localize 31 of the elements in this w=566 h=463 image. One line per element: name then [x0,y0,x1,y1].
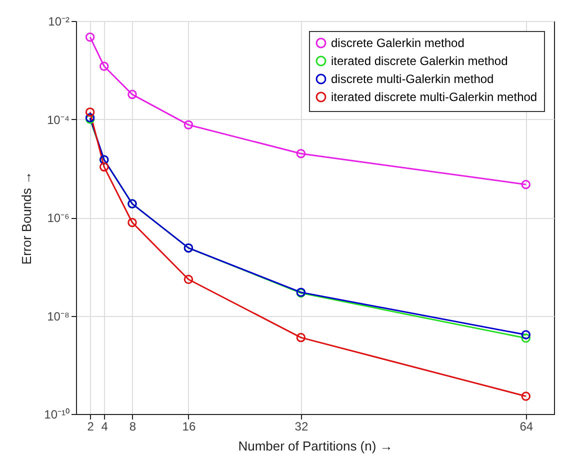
legend-label: discrete multi-Galerkin method [331,72,494,86]
point [128,218,137,228]
point [85,32,95,42]
point [521,330,531,340]
legend-label: iterated discrete multi-Galerkin method [331,90,538,104]
point [184,274,194,284]
y-tick-label: 10⁻¹⁰ [44,408,70,422]
x-tick-label: 32 [294,420,308,434]
point [296,332,306,342]
y-tick-label: 10⁻² [48,14,70,28]
point [85,107,95,117]
y-axis-title: Error Bounds → [19,171,34,265]
point [99,162,109,172]
x-tick-label: 16 [182,420,196,434]
x-tick-label: 2 [87,420,94,434]
x-tick-label: 64 [520,420,534,434]
point [99,62,109,71]
point [521,334,531,343]
x-tick-label: 8 [129,420,136,434]
x-axis-title: Number of Partitions (n) → [238,438,393,454]
point [521,392,531,401]
point [296,148,306,158]
point [184,120,194,130]
legend-label: discrete Galerkin method [331,36,464,50]
point [521,180,531,190]
legend-label: iterated discrete Galerkin method [331,54,508,68]
point [128,90,137,100]
y-tick-label: 10⁻⁶ [47,211,70,225]
y-tick-label: 10⁻⁴ [46,112,70,127]
y-tick-label: 10⁻⁸ [47,309,70,324]
x-tick-label: 4 [101,420,108,434]
